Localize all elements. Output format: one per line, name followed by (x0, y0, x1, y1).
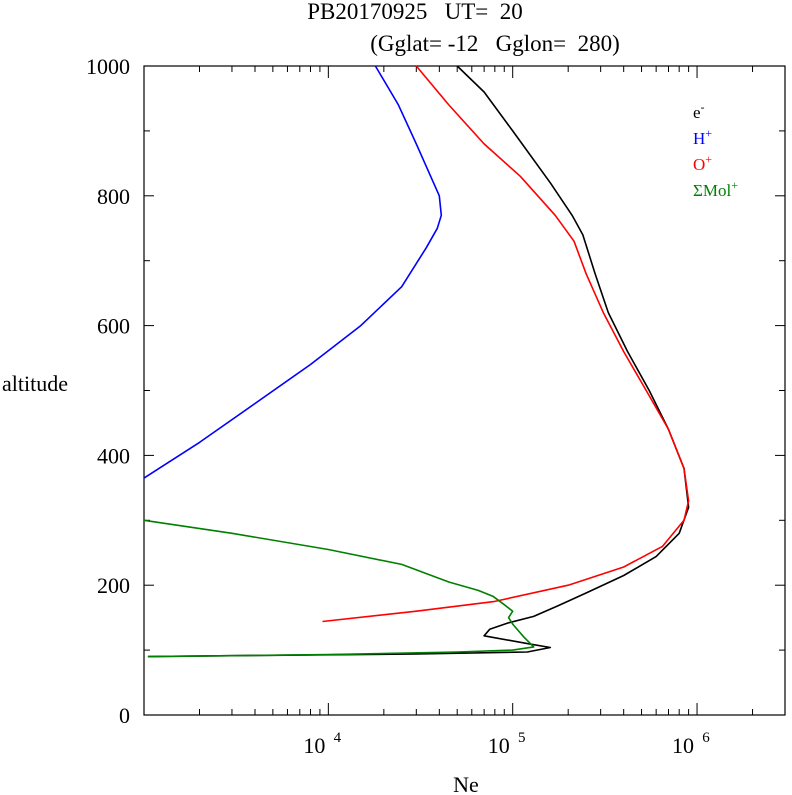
x-tick-exponent: 5 (518, 730, 526, 746)
x-tick-label: 10 (672, 733, 694, 758)
series-line-2 (322, 65, 690, 623)
y-axis: 0 200 400 600 800 1000 (86, 54, 785, 728)
legend-entry-0: e- (693, 100, 705, 122)
x-tick-exponent: 6 (702, 730, 710, 746)
y-tick-label: 0 (119, 703, 130, 728)
series-line-0 (147, 65, 690, 658)
series-layer (143, 65, 690, 658)
legend-entry-2: O+ (693, 152, 712, 174)
x-axis: 10 4 10 5 10 6 (143, 66, 786, 758)
x-tick-label: 10 (488, 733, 510, 758)
plot-frame (143, 65, 786, 716)
series-line-3 (143, 519, 535, 658)
chart-subtitle: (Gglat= -12 Gglon= 280) (370, 31, 620, 56)
series-line-1 (143, 65, 443, 479)
legend: e- H+ O+ ΣMol+ (693, 100, 738, 200)
y-axis-label: altitude (2, 371, 68, 396)
y-tick-label: 600 (97, 314, 130, 339)
y-tick-label: 800 (97, 184, 130, 209)
legend-entry-1: H+ (693, 126, 712, 148)
legend-entry-3: ΣMol+ (693, 178, 738, 200)
x-tick-label: 10 (303, 733, 325, 758)
y-tick-label: 400 (97, 443, 130, 468)
y-tick-label: 200 (97, 573, 130, 598)
plot-border (143, 65, 786, 716)
x-tick-exponent: 4 (334, 730, 342, 746)
chart-title: PB20170925 UT= 20 (307, 0, 523, 24)
y-tick-label: 1000 (86, 54, 130, 79)
x-axis-label: Ne (453, 772, 479, 795)
